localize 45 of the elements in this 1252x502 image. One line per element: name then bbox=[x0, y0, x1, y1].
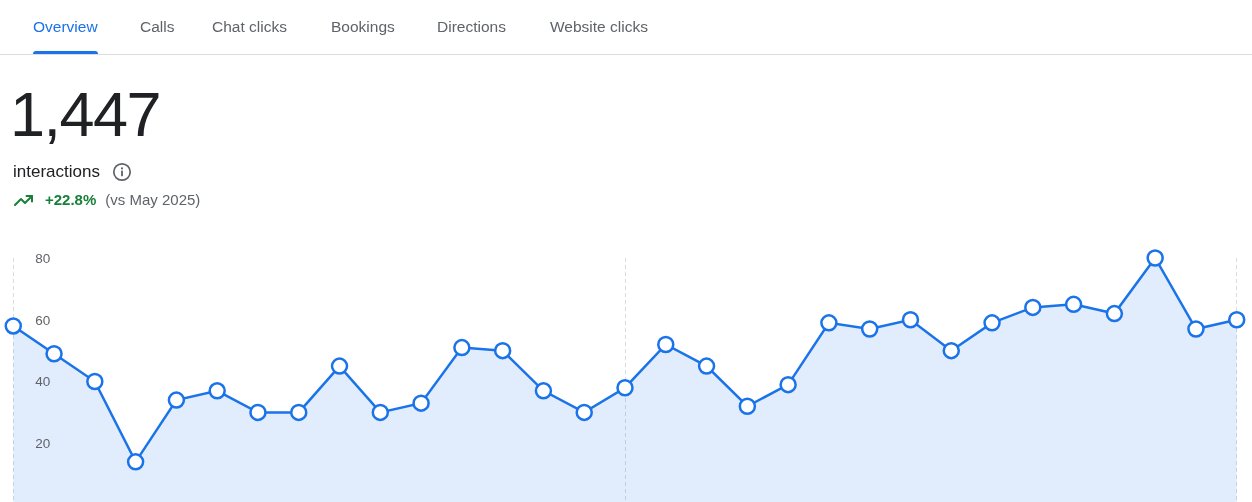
point bbox=[534, 382, 553, 400]
point bbox=[167, 391, 186, 409]
point bbox=[983, 314, 1001, 332]
point bbox=[575, 403, 593, 422]
point bbox=[1146, 249, 1164, 267]
point bbox=[820, 314, 838, 332]
point bbox=[249, 403, 267, 422]
point bbox=[1064, 295, 1083, 314]
y-tick-label: 20 bbox=[35, 436, 51, 452]
point bbox=[860, 320, 879, 338]
y-tick-label: 60 bbox=[35, 312, 51, 328]
point bbox=[738, 397, 757, 415]
text: Directions bbox=[437, 17, 506, 37]
text: +22.8% bbox=[45, 191, 97, 209]
text: (vs May 2025) bbox=[105, 191, 201, 209]
point bbox=[86, 372, 104, 391]
chart-title: 1,447 bbox=[10, 79, 161, 149]
point bbox=[657, 335, 675, 354]
point bbox=[901, 311, 920, 329]
point bbox=[45, 345, 63, 363]
chart-subtitle: interactions bbox=[13, 162, 100, 182]
point bbox=[126, 453, 145, 471]
point bbox=[453, 338, 471, 357]
point bbox=[1024, 298, 1042, 317]
point bbox=[330, 357, 349, 375]
y-tick-label: 80 bbox=[35, 250, 51, 266]
text: Overview bbox=[33, 17, 98, 37]
point bbox=[616, 378, 634, 397]
y-tick-label: 40 bbox=[35, 374, 51, 390]
point bbox=[697, 357, 716, 375]
point bbox=[1105, 304, 1124, 323]
point bbox=[942, 341, 961, 360]
point bbox=[493, 341, 512, 360]
point bbox=[1228, 311, 1246, 329]
text: Bookings bbox=[331, 17, 395, 37]
point bbox=[1187, 320, 1205, 338]
point bbox=[371, 403, 390, 422]
text: Calls bbox=[140, 17, 175, 37]
text: Chat clicks bbox=[212, 17, 287, 37]
point bbox=[779, 375, 797, 394]
point bbox=[4, 317, 23, 335]
point bbox=[290, 403, 308, 422]
point bbox=[208, 382, 226, 400]
text: Website clicks bbox=[550, 17, 648, 37]
point bbox=[412, 394, 430, 412]
